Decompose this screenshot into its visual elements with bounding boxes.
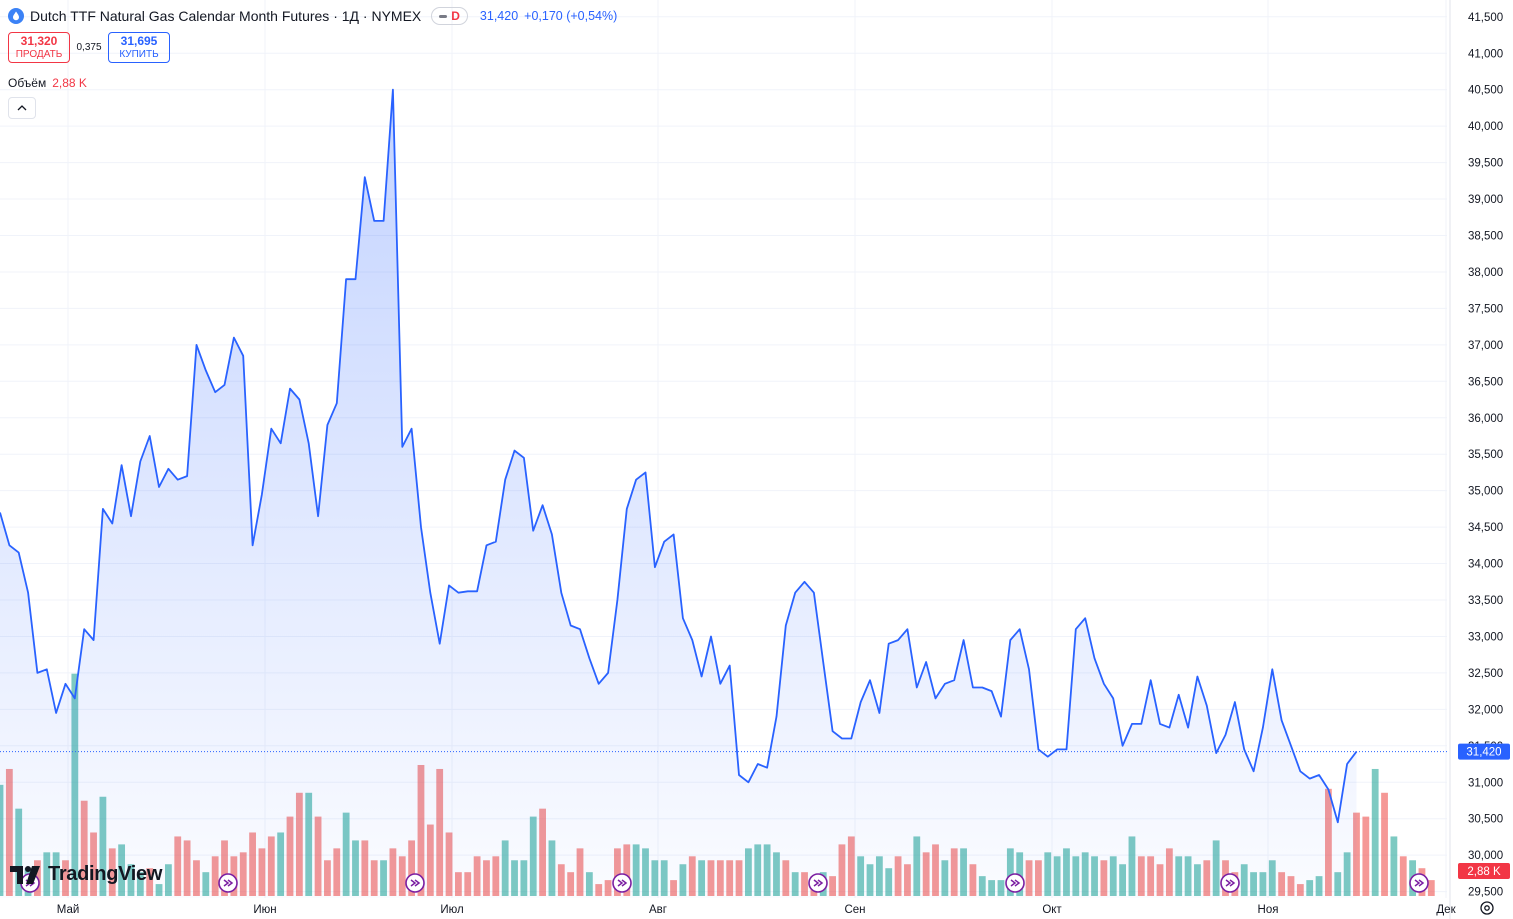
sell-price: 31,320 bbox=[20, 33, 58, 48]
volume-legend-value: 2,88 K bbox=[52, 76, 87, 90]
volume-bar bbox=[1362, 816, 1370, 896]
y-tick-label: 41,500 bbox=[1468, 12, 1503, 24]
y-tick-label: 30,500 bbox=[1468, 814, 1503, 826]
tradingview-mark-icon bbox=[10, 865, 40, 884]
y-tick-label: 37,000 bbox=[1468, 340, 1503, 352]
y-tick-label: 37,500 bbox=[1468, 303, 1503, 315]
y-tick-label: 40,500 bbox=[1468, 85, 1503, 97]
y-tick-label: 33,000 bbox=[1468, 631, 1503, 643]
y-tick-label: 30,000 bbox=[1468, 850, 1503, 862]
event-marker-icon bbox=[1409, 873, 1429, 893]
brand-name: TradingView bbox=[48, 863, 163, 885]
buy-price: 31,695 bbox=[120, 33, 158, 48]
y-tick-label: 36,500 bbox=[1468, 376, 1503, 388]
market-closed-icon bbox=[439, 14, 448, 18]
x-tick-label: Окт bbox=[1042, 904, 1062, 916]
buy-button[interactable]: 31,695 КУПИТЬ bbox=[108, 32, 170, 63]
y-tick-label: 35,000 bbox=[1468, 486, 1503, 498]
y-tick-label: 34,000 bbox=[1468, 559, 1503, 571]
y-tick-label: 39,500 bbox=[1468, 158, 1503, 170]
y-tick-label: 38,000 bbox=[1468, 267, 1503, 279]
event-marker-icon bbox=[1005, 873, 1025, 893]
volume-bar bbox=[1381, 792, 1388, 896]
symbol-title[interactable]: Dutch TTF Natural Gas Calendar Month Fut… bbox=[30, 8, 422, 24]
x-tick-label: Июн bbox=[253, 904, 276, 916]
volume-bar bbox=[1371, 768, 1379, 896]
y-tick-label: 32,500 bbox=[1468, 668, 1503, 680]
settings-gear-icon[interactable] bbox=[1478, 899, 1496, 917]
event-marker-icon bbox=[808, 873, 828, 893]
y-tick-label: 33,500 bbox=[1468, 595, 1503, 607]
event-marker-icon bbox=[1220, 873, 1240, 893]
y-tick-label: 29,500 bbox=[1468, 887, 1503, 899]
price-line bbox=[0, 88, 1358, 824]
volume-legend[interactable]: Объём 2,88 K bbox=[8, 76, 87, 90]
y-tick-label: 36,000 bbox=[1468, 413, 1503, 425]
x-tick-label: Июл bbox=[440, 904, 463, 916]
y-tick-label: 34,500 bbox=[1468, 522, 1503, 534]
collapse-legend-button[interactable] bbox=[8, 97, 36, 119]
delayed-badge: D bbox=[451, 9, 460, 23]
event-marker-icon bbox=[218, 873, 238, 893]
volume-bar bbox=[1390, 836, 1398, 896]
tradingview-logo[interactable]: TradingView bbox=[10, 863, 162, 886]
event-marker-icon bbox=[405, 873, 425, 893]
volume-bar bbox=[1427, 880, 1435, 896]
price-axis: 29,50030,00030,50031,00031,50032,00032,5… bbox=[1449, 0, 1510, 919]
price-change: +0,170 (+0,54%) bbox=[524, 9, 618, 23]
volume-bar bbox=[1399, 856, 1407, 896]
last-price-tag bbox=[1458, 743, 1510, 760]
last-price-tag-label: 31,420 bbox=[1466, 747, 1501, 759]
y-tick-label: 40,000 bbox=[1468, 121, 1503, 133]
last-price: 31,420 bbox=[479, 9, 519, 23]
y-tick-label: 38,500 bbox=[1468, 231, 1503, 243]
trade-panel: 31,320 ПРОДАТЬ 0,375 31,695 КУПИТЬ bbox=[8, 32, 170, 63]
y-tick-label: 32,000 bbox=[1468, 704, 1503, 716]
volume-legend-label: Объём bbox=[8, 76, 47, 90]
volume-tag-label: 2,88 K bbox=[1467, 866, 1501, 878]
sell-label: ПРОДАТЬ bbox=[15, 48, 63, 60]
x-tick-label: Авг bbox=[649, 904, 667, 916]
buy-label: КУПИТЬ bbox=[119, 48, 159, 60]
x-tick-label: Май bbox=[57, 904, 80, 916]
market-status-pill[interactable]: D bbox=[431, 7, 468, 25]
y-tick-label: 39,000 bbox=[1468, 194, 1503, 206]
time-axis: Май Июн Июл Авг Сен Окт Ноя Дек bbox=[57, 904, 1457, 916]
x-tick-label: Дек bbox=[1436, 904, 1456, 916]
price-area-fill bbox=[0, 89, 1357, 898]
chart-legend-header: Dutch TTF Natural Gas Calendar Month Fut… bbox=[8, 7, 617, 25]
y-tick-label: 41,000 bbox=[1468, 48, 1503, 60]
flame-icon bbox=[8, 8, 24, 24]
volume-tag bbox=[1458, 863, 1510, 879]
event-marker-icon bbox=[612, 873, 632, 893]
y-tick-label: 31,000 bbox=[1468, 777, 1503, 789]
y-tick-label: 35,500 bbox=[1468, 449, 1503, 461]
chevron-up-icon bbox=[17, 105, 27, 111]
x-tick-label: Ноя bbox=[1258, 904, 1279, 916]
sell-button[interactable]: 31,320 ПРОДАТЬ bbox=[8, 32, 70, 63]
spread-value: 0,375 bbox=[76, 42, 102, 53]
x-tick-label: Сен bbox=[844, 904, 865, 916]
